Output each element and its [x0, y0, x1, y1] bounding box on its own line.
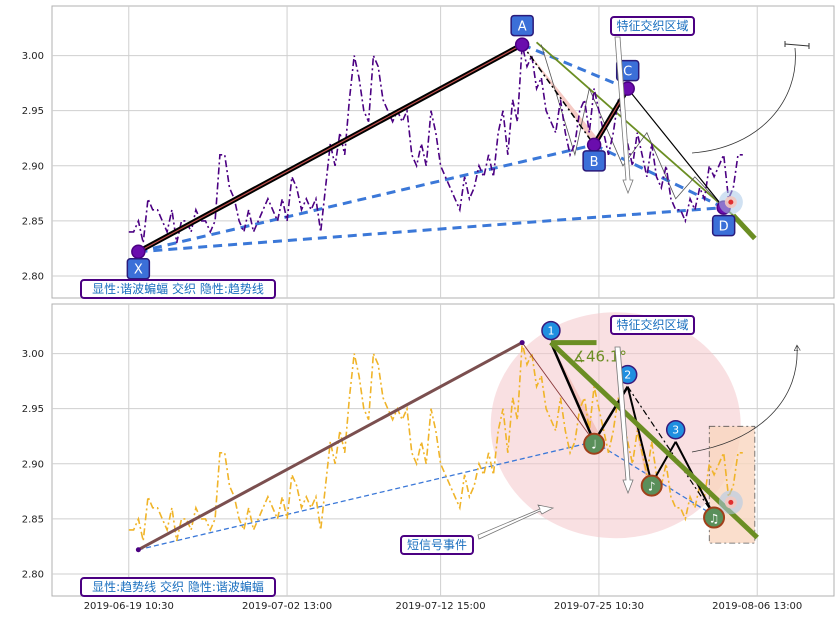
y-tick-label: 2.85	[22, 514, 44, 525]
dashed-xb-line	[138, 143, 595, 254]
panel-caption-top-box	[80, 279, 276, 299]
zig-dashdot	[627, 386, 715, 516]
feature-arrow	[614, 346, 634, 495]
curved-arrow	[691, 47, 796, 154]
curved-arrow-cap	[784, 43, 810, 47]
pattern-point-marker	[586, 137, 602, 153]
panel-caption-bottom-box	[80, 577, 276, 597]
leg-xa-inner	[138, 44, 523, 253]
feature-region-label-box	[610, 315, 695, 335]
price-line-bottom	[128, 342, 743, 542]
numbered-point-marker	[665, 419, 686, 440]
x-tick-label: 2019-07-02 13:00	[242, 601, 332, 612]
wave-lines	[540, 44, 724, 208]
note-point-label: ♪	[648, 480, 656, 494]
numbered-point-label: 1	[547, 325, 554, 338]
note-point-marker	[583, 432, 606, 455]
short-signal-label-box	[400, 535, 474, 555]
short-signal-label: 短信号事件	[407, 538, 467, 552]
x-tick-label: 2019-07-25 10:30	[554, 601, 644, 612]
dashed-xd-line	[138, 206, 724, 254]
pattern-point-marker	[131, 244, 146, 259]
thin-dashed-line	[138, 441, 595, 551]
start-dot	[135, 547, 141, 553]
zig-leg	[626, 386, 653, 484]
feature-region-label: 特征交织区域	[616, 18, 688, 33]
pattern-point-marker	[514, 37, 530, 52]
y-tick-label: 2.85	[22, 216, 44, 227]
pattern-point-label: A	[518, 20, 527, 35]
pattern-point-badge	[510, 14, 534, 37]
feature-region-label: 特征交织区域	[616, 317, 688, 332]
numbered-point-label: 3	[672, 424, 679, 437]
pattern-point-label: B	[590, 155, 599, 170]
pattern-point-label: D	[719, 220, 729, 235]
trend-line	[535, 41, 734, 217]
y-tick-label: 2.90	[22, 161, 44, 172]
note-point-label: ♩	[591, 438, 597, 452]
note-point-marker	[703, 506, 726, 529]
leg-ab	[521, 44, 595, 146]
x-tick-label: 2019-06-19 10:30	[84, 601, 174, 612]
peak-dot	[519, 340, 525, 346]
feature-arrow	[614, 36, 634, 195]
y-tick-label: 2.95	[22, 106, 44, 117]
zig-leg	[549, 342, 596, 443]
y-tick-label: 2.90	[22, 459, 44, 470]
y-tick-label: 3.00	[22, 349, 44, 360]
angle-label: ∡46.1°	[573, 347, 627, 365]
pattern-point-badge	[582, 150, 606, 172]
plot-area-frame	[51, 5, 835, 299]
leg-cd	[627, 88, 725, 209]
signal-point	[728, 199, 734, 205]
zig-thin	[521, 342, 595, 443]
panel-caption-top: 显性:谐波蝙蝠 交织 隐性:趋势线	[92, 281, 264, 296]
panel-caption-bottom: 显性:趋势线 交织 隐性:谐波蝙蝠	[92, 579, 264, 594]
y-tick-label: 2.80	[22, 569, 44, 580]
price-line-top	[128, 44, 743, 244]
note-point-marker	[640, 474, 663, 497]
curved-arrow	[691, 346, 797, 453]
dashed-bd-line	[593, 143, 725, 209]
signal-point	[728, 499, 734, 505]
x-tick-label: 2019-07-12 15:00	[396, 601, 486, 612]
y-tick-label: 2.95	[22, 404, 44, 415]
y-tick-label: 2.80	[22, 271, 44, 282]
pattern-point-label: C	[623, 65, 632, 80]
note-point-label: ♫	[709, 512, 720, 526]
feature-region-label-box	[610, 16, 695, 36]
numbered-point-label: 2	[624, 369, 631, 382]
trend-line-extension	[731, 213, 757, 241]
pattern-point-badge	[711, 214, 736, 237]
dashed-ac-line	[521, 43, 629, 91]
x-tick-label: 2019-08-06 13:00	[712, 601, 802, 612]
brown-leg	[137, 341, 523, 552]
event-circle	[490, 312, 741, 539]
y-tick-label: 3.00	[22, 51, 44, 62]
pattern-point-label: X	[134, 263, 143, 278]
numbered-point-marker	[541, 320, 561, 341]
pattern-point-badge	[126, 257, 151, 280]
short-signal-arrow	[477, 504, 555, 540]
